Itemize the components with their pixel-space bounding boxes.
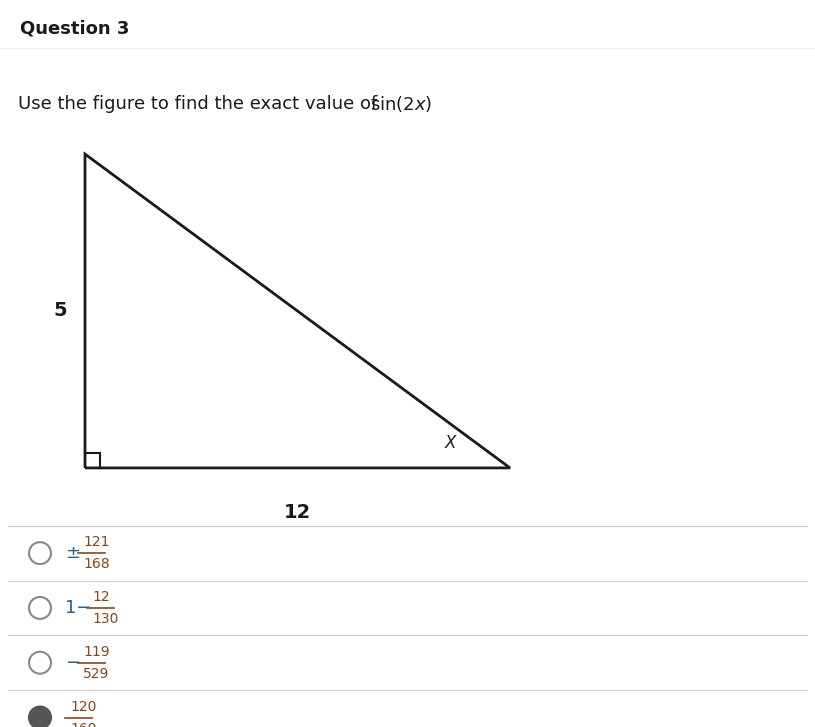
Text: Use the figure to find the exact value of: Use the figure to find the exact value o… <box>18 95 383 113</box>
Text: 168: 168 <box>83 557 110 571</box>
Text: ±: ± <box>65 544 80 562</box>
Text: 12: 12 <box>92 590 110 604</box>
Circle shape <box>29 707 51 727</box>
Text: 12: 12 <box>284 503 311 522</box>
Text: $\mathrm{sin}(2x)$: $\mathrm{sin}(2x)$ <box>370 95 433 114</box>
Text: 1−: 1− <box>65 599 91 617</box>
Text: 130: 130 <box>92 612 118 626</box>
Text: X: X <box>444 434 456 452</box>
Text: 119: 119 <box>83 645 110 659</box>
Text: Question 3: Question 3 <box>20 20 130 38</box>
Text: 529: 529 <box>83 667 109 680</box>
Text: 169: 169 <box>70 721 97 727</box>
Text: 5: 5 <box>53 302 67 321</box>
Text: −: − <box>65 654 80 672</box>
Text: 121: 121 <box>83 535 109 549</box>
Text: 120: 120 <box>70 699 96 713</box>
